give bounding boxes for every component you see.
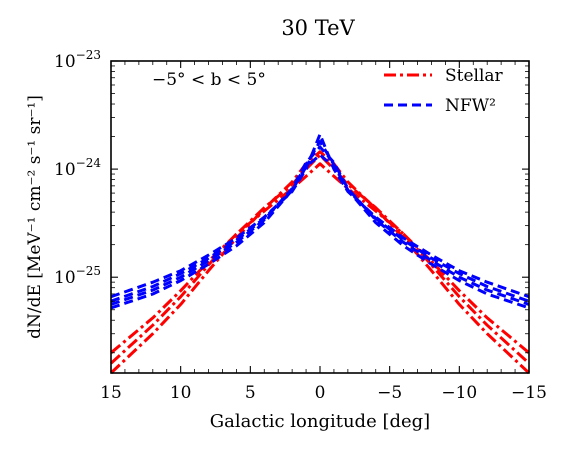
y-tick-label: 10−24 bbox=[54, 156, 101, 180]
curve-nfw-1 bbox=[110, 132, 530, 299]
x-tick-label: −15 bbox=[511, 383, 547, 403]
curve-stellar-2 bbox=[109, 153, 531, 365]
y-axis-label: dN/dE [MeV⁻¹ cm⁻² s⁻¹ sr⁻¹] bbox=[25, 95, 45, 339]
x-tick-label: 15 bbox=[100, 383, 122, 403]
axis-ticks: 15 10 5 0 −5 −10 −15 10−25 10−24 10−23 bbox=[54, 48, 547, 403]
legend-label-nfw2: NFW² bbox=[445, 96, 496, 116]
legend: Stellar NFW² bbox=[384, 66, 504, 116]
y-tick-label: 10−23 bbox=[54, 48, 101, 72]
y-tick-label: 10−25 bbox=[54, 264, 101, 288]
x-tick-label: 5 bbox=[245, 383, 256, 403]
curve-nfw-3 bbox=[110, 145, 530, 306]
x-axis-label: Galactic longitude [deg] bbox=[210, 411, 430, 432]
legend-label-stellar: Stellar bbox=[445, 66, 504, 86]
x-tick-label: 10 bbox=[170, 383, 192, 403]
x-tick-label: −10 bbox=[441, 383, 477, 403]
curve-stellar-3 bbox=[109, 150, 531, 375]
x-tick-label: −5 bbox=[377, 383, 402, 403]
annotation-latitude-range: −5° < b < 5° bbox=[152, 70, 266, 90]
plot-curves bbox=[109, 132, 531, 375]
curve-nfw-4 bbox=[110, 153, 530, 310]
x-tick-label: 0 bbox=[315, 383, 326, 403]
curve-nfw-2 bbox=[110, 140, 530, 303]
chart-title: 30 TeV bbox=[281, 16, 355, 40]
curve-stellar-1 bbox=[110, 162, 530, 354]
plot-frame bbox=[110, 60, 530, 374]
